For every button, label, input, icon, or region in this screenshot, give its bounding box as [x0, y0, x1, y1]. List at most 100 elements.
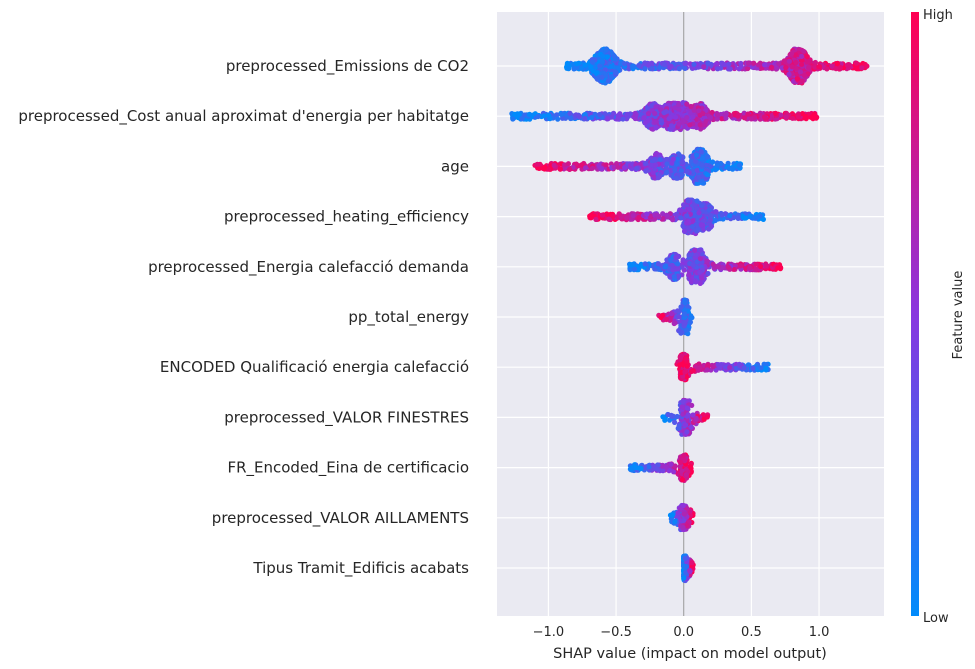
shap-point [676, 102, 682, 108]
shap-point [534, 161, 540, 167]
shap-point [599, 59, 606, 65]
shap-point [704, 172, 710, 178]
shap-point [582, 165, 589, 171]
shap-point [793, 52, 799, 58]
shap-point [664, 212, 670, 218]
shap-point [599, 212, 606, 218]
shap-point [700, 155, 706, 161]
shap-point [674, 161, 680, 167]
shap-point [636, 214, 642, 221]
shap-point [690, 262, 696, 268]
shap-point [692, 158, 699, 164]
shap-point [678, 330, 684, 336]
shap-point [656, 172, 663, 178]
shap-point [801, 48, 807, 54]
shap-point [611, 53, 617, 59]
shap-point [808, 114, 814, 120]
shap-point [795, 114, 802, 120]
shap-point [670, 156, 676, 162]
shap-point [726, 165, 732, 172]
shap-point [755, 214, 761, 220]
shap-point [687, 61, 693, 67]
shap-point [697, 122, 703, 128]
shap-point [824, 66, 830, 72]
shap-point [753, 261, 759, 267]
shap-point [627, 267, 633, 273]
shap-point [704, 258, 710, 264]
shap-point [603, 47, 609, 53]
shap-point [747, 265, 753, 271]
shap-point [669, 262, 675, 268]
shap-point [672, 320, 678, 326]
shap-point [691, 61, 697, 67]
shap-point [790, 115, 796, 121]
shap-point [783, 114, 789, 120]
shap-point [699, 203, 705, 209]
shap-point [594, 70, 600, 76]
shap-point [799, 61, 805, 67]
shap-point [735, 215, 741, 221]
shap-point [698, 148, 704, 155]
shap-point [797, 69, 804, 75]
shap-point [704, 367, 710, 373]
shap-point [612, 69, 618, 75]
shap-point [714, 162, 720, 168]
shap-point [636, 62, 642, 68]
shap-point [799, 57, 805, 63]
shap-point [853, 60, 860, 66]
shap-point [566, 66, 572, 72]
shap-point [565, 161, 572, 167]
shap-point [699, 162, 705, 168]
shap-point [693, 279, 700, 285]
shap-point [713, 209, 719, 215]
shap-point [690, 368, 696, 374]
shap-point [630, 63, 636, 69]
shap-point [576, 114, 583, 120]
shap-point [578, 65, 585, 71]
shap-point [738, 64, 744, 70]
shap-point [663, 316, 670, 323]
shap-point [698, 222, 704, 228]
shap-point [683, 356, 689, 362]
shap-point [706, 226, 712, 232]
shap-point [599, 166, 605, 172]
shap-point [582, 62, 588, 68]
shap-point [735, 113, 741, 119]
shap-point [854, 66, 860, 72]
shap-point [656, 65, 663, 71]
shap-point [837, 64, 844, 71]
shap-point [642, 120, 648, 126]
shap-point [686, 272, 692, 278]
shap-point [715, 264, 721, 270]
shap-point [633, 165, 640, 172]
shap-point [597, 63, 603, 69]
shap-point [761, 114, 768, 120]
shap-point [813, 115, 819, 121]
shap-point [645, 111, 652, 117]
shap-point [700, 110, 706, 117]
shap-point [727, 66, 733, 72]
shap-point [786, 58, 793, 64]
shap-point [762, 62, 768, 68]
shap-point [510, 116, 516, 122]
shap-point [557, 166, 563, 172]
shap-point [676, 314, 682, 320]
shap-point [783, 65, 789, 71]
shap-point [668, 114, 674, 120]
shap-point [682, 65, 688, 71]
shap-point [738, 263, 744, 269]
shap-point [686, 252, 692, 258]
shap-point [705, 60, 711, 66]
shap-point [705, 270, 711, 277]
shap-point [681, 320, 687, 326]
shap-point [567, 166, 573, 172]
shap-point [676, 66, 683, 72]
shap-point [793, 59, 799, 66]
shap-point [859, 65, 865, 71]
shap-point [652, 110, 658, 116]
shap-point [745, 60, 751, 66]
shap-point [694, 198, 700, 204]
shap-point [727, 364, 733, 371]
shap-point [527, 111, 533, 117]
